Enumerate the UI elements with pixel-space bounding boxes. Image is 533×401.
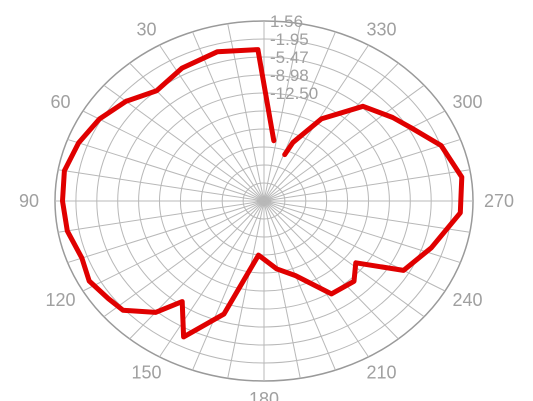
grid-spoke [263,200,369,358]
radial-tick-label: 1.56 [270,12,303,31]
grid-spoke [82,110,265,202]
grid-spoke [263,200,336,371]
angle-tick-label: 30 [136,20,156,40]
grid-spoke [263,110,446,202]
pattern-series-line [60,47,465,340]
angle-tick-label: 120 [45,290,75,310]
grid-spoke [58,200,265,233]
grid-spoke [263,138,461,202]
radial-tick-label: -8.98 [270,66,309,85]
angle-tick-label: 270 [484,191,514,211]
grid-spoke [67,200,265,264]
angle-tick-labels: 30 60 90 120 150 180 210 240 270 300 330 [19,20,514,401]
angle-tick-label: 300 [452,92,482,112]
angle-tick-label: 210 [366,363,396,383]
grid-spoke [192,200,265,371]
grid-spoke [103,84,265,202]
grid-spoke [263,200,399,340]
angle-tick-label: 60 [50,92,70,112]
series-layer [60,47,465,340]
angle-tick-label: 90 [19,191,39,211]
grid-spoke [159,200,265,358]
grid-spoke [129,62,265,202]
angle-tick-label: 330 [366,20,396,40]
angle-tick-label: 240 [452,290,482,310]
grid-spoke [82,200,265,292]
grid-spoke [263,62,399,202]
grid-spoke [58,169,265,202]
radial-tick-label: -1.95 [270,30,309,49]
grid-spoke [263,200,470,233]
grid-spoke [263,200,446,292]
radial-tick-label: -12.50 [270,84,318,103]
grid-spoke [67,138,265,202]
grid-spoke [129,200,265,340]
angle-tick-label: 180 [249,389,279,401]
grid-spoke [263,200,425,318]
radial-tick-label: -5.47 [270,48,309,67]
grid-spoke [263,23,301,202]
grid-spoke [263,84,425,202]
grid-spoke [263,31,336,202]
grid-spoke [227,200,265,379]
radial-tick-labels: 1.56-1.95-5.47-8.98-12.50 [270,12,318,103]
grid-spoke [263,200,301,379]
grid-spoke [103,200,265,318]
grid-spoke [263,169,470,202]
angle-tick-label: 150 [131,363,161,383]
